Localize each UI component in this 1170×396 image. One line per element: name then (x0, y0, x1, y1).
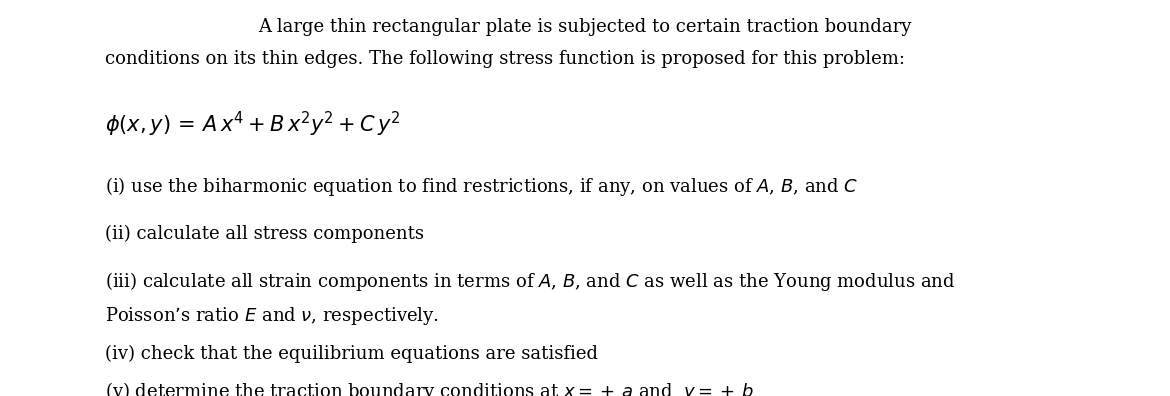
Text: A large thin rectangular plate is subjected to certain traction boundary: A large thin rectangular plate is subjec… (259, 18, 911, 36)
Text: conditions on its thin edges. The following stress function is proposed for this: conditions on its thin edges. The follow… (105, 50, 906, 68)
Text: (v) determine the traction boundary conditions at $x =+\, a$ and  $y =+\, b$: (v) determine the traction boundary cond… (105, 380, 753, 396)
Text: $\phi(x,y)\, {=}\, A\,x^4 + B\,x^2y^2 + C\,y^2$: $\phi(x,y)\, {=}\, A\,x^4 + B\,x^2y^2 + … (105, 110, 400, 139)
Text: (iii) calculate all strain components in terms of $A$, $B$, and $C$ as well as t: (iii) calculate all strain components in… (105, 270, 956, 293)
Text: (iv) check that the equilibrium equations are satisfied: (iv) check that the equilibrium equation… (105, 345, 598, 363)
Text: (ii) calculate all stress components: (ii) calculate all stress components (105, 225, 425, 243)
Text: (i) use the biharmonic equation to find restrictions, if any, on values of $A$, : (i) use the biharmonic equation to find … (105, 175, 859, 198)
Text: Poisson’s ratio $E$ and $\nu$, respectively.: Poisson’s ratio $E$ and $\nu$, respectiv… (105, 305, 439, 327)
